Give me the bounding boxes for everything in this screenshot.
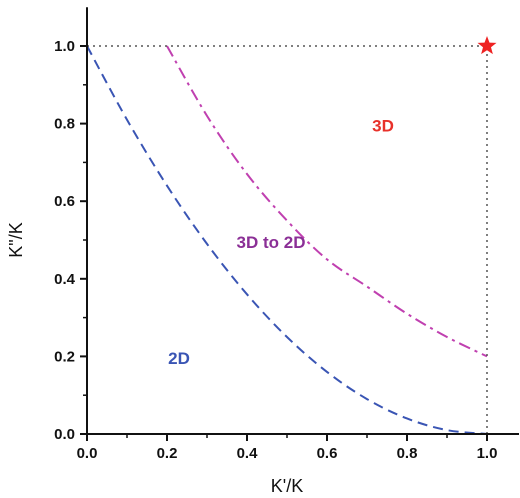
plot-area <box>86 36 497 435</box>
annotations: 3D 3D to 2D 2D <box>168 116 394 368</box>
region-label: 3D to 2D <box>237 233 306 252</box>
x-tick-label: 0.6 <box>317 445 338 462</box>
x-tick-label: 0.8 <box>397 445 418 462</box>
x-tick-label: 1.0 <box>477 445 498 462</box>
y-tick-label: 0.6 <box>54 193 75 210</box>
y-tick-label: 0.0 <box>54 426 75 443</box>
y-axis-ticks: 0.0 0.2 0.4 0.6 0.8 1.0 <box>54 38 87 443</box>
x-tick-label: 0.0 <box>77 445 98 462</box>
y-tick-label: 0.2 <box>54 348 75 365</box>
x-axis-title: K'/K <box>271 476 303 496</box>
region-label: 2D <box>168 349 190 368</box>
x-axis-ticks: 0.0 0.2 0.4 0.6 0.8 1.0 <box>77 434 498 462</box>
star-marker-icon <box>477 36 497 55</box>
x-tick-label: 0.2 <box>157 445 178 462</box>
y-tick-label: 0.8 <box>54 116 75 133</box>
boundary-3d-curve <box>166 45 488 358</box>
y-axis-title: K"/K <box>6 222 26 257</box>
y-tick-label: 0.4 <box>54 271 76 288</box>
region-label: 3D <box>372 116 394 135</box>
boundary-2d-curve <box>86 45 488 435</box>
x-tick-label: 0.4 <box>237 445 259 462</box>
y-tick-label: 1.0 <box>54 38 75 55</box>
